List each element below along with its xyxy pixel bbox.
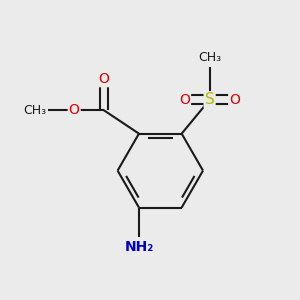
Text: CH₃: CH₃ <box>23 103 46 117</box>
Text: O: O <box>179 93 190 107</box>
Text: O: O <box>229 93 240 107</box>
Text: S: S <box>205 92 214 107</box>
Text: O: O <box>98 72 109 86</box>
Text: CH₃: CH₃ <box>198 51 221 64</box>
Text: O: O <box>69 103 80 117</box>
Text: NH₂: NH₂ <box>124 240 154 254</box>
